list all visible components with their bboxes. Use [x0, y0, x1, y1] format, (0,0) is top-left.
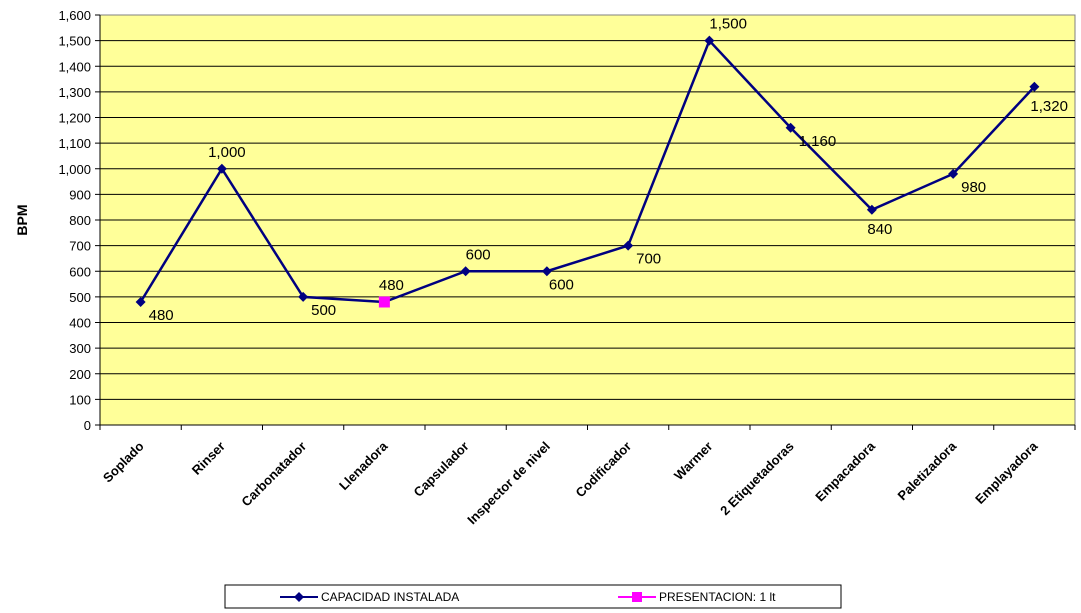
data-point: [460, 266, 471, 277]
data-labels: 480 1,000 500 480 600 600 700 1,500 1,160 840 980 1…: [149, 16, 1068, 324]
data-point-presentacion: [378, 296, 390, 308]
data-point: [541, 266, 552, 277]
y-tick-label: 200: [69, 367, 91, 382]
series-layer: [135, 35, 1040, 308]
y-tick-label: 600: [69, 264, 91, 279]
y-tick-label: 1,600: [58, 8, 91, 23]
y-tick-label: 1,000: [58, 162, 91, 177]
y-tick-label: 700: [69, 239, 91, 254]
x-ticks: Soplado Rinser Carbonatador Llenadora Capsul…: [100, 438, 1041, 527]
data-point: [1029, 81, 1040, 92]
legend-series1-marker: [294, 592, 304, 602]
data-label: 480: [149, 307, 174, 324]
legend-series2-label: PRESENTACION: 1 lt: [659, 590, 776, 604]
y-ticks: 0 100 200 300 400 500 600 700 800 900 1,000 1,100 1,…: [58, 8, 91, 433]
data-label: 1,000: [208, 144, 246, 161]
data-label: 1,320: [1030, 98, 1068, 115]
data-label: 700: [636, 251, 661, 268]
y-tick-label: 500: [69, 290, 91, 305]
data-point: [216, 163, 227, 174]
x-tick-label: Emplayadora: [972, 438, 1041, 507]
axes: [95, 14, 1076, 430]
series-line-capacidad-instalada: [139, 38, 1036, 304]
y-axis-label: BPM: [14, 204, 30, 235]
y-tick-label: 1,400: [58, 59, 91, 74]
data-point: [298, 291, 309, 302]
x-tick-label: Capsulador: [411, 439, 472, 500]
x-tick-label: Paletizadora: [894, 438, 959, 503]
data-label: 840: [867, 221, 892, 238]
data-label: 980: [961, 179, 986, 196]
x-tick-label: Inspector de nivel: [464, 439, 553, 528]
data-point: [866, 204, 877, 215]
y-tick-label: 1,500: [58, 34, 91, 49]
gridlines: [100, 40, 1075, 400]
x-tick-label: Empacadora: [812, 438, 878, 504]
y-tick-label: 900: [69, 187, 91, 202]
data-point: [948, 168, 959, 179]
data-point: [785, 122, 796, 133]
legend-series1-label: CAPACIDAD INSTALADA: [321, 590, 459, 604]
x-tick-label: Soplado: [100, 438, 147, 485]
x-tick-label: Rinser: [189, 439, 228, 478]
x-tick-label: Warmer: [671, 439, 716, 484]
data-label: 600: [466, 246, 491, 263]
data-label: 480: [379, 277, 404, 294]
x-tick-label: Carbonatador: [238, 439, 309, 510]
y-tick-label: 800: [69, 213, 91, 228]
legend: CAPACIDAD INSTALADA PRESENTACION: 1 lt: [224, 584, 842, 609]
data-point: [135, 297, 146, 307]
y-tick-label: 400: [69, 316, 91, 331]
x-tick-label: Codificador: [573, 439, 635, 501]
data-label: 1,500: [709, 16, 747, 33]
data-label: 500: [311, 302, 336, 319]
y-tick-label: 100: [69, 392, 91, 407]
y-tick-label: 1,300: [58, 85, 91, 100]
x-tick-label: 2 Etiquetadoras: [717, 439, 797, 519]
y-tick-label: 0: [84, 418, 91, 433]
y-tick-label: 1,100: [58, 136, 91, 151]
data-label: 600: [549, 276, 574, 293]
legend-series2-marker: [632, 592, 642, 602]
data-label: 1,160: [799, 133, 837, 150]
legend-box: [224, 584, 842, 609]
data-point: [623, 240, 634, 251]
y-tick-label: 300: [69, 341, 91, 356]
y-tick-label: 1,200: [58, 111, 91, 126]
data-point: [704, 35, 715, 46]
x-tick-label: Llenadora: [336, 438, 391, 493]
